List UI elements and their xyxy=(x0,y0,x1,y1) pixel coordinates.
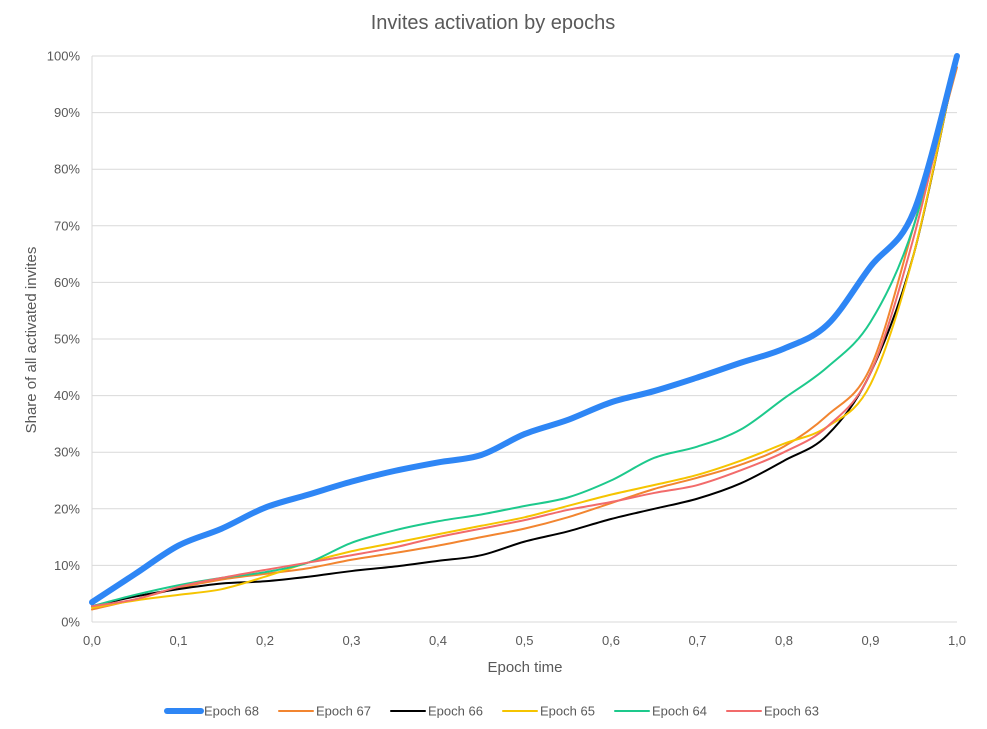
x-tick-label: 0,3 xyxy=(342,633,360,648)
x-tick-label: 0,9 xyxy=(861,633,879,648)
y-tick-label: 30% xyxy=(54,445,80,460)
y-axis-label: Share of all activated invites xyxy=(23,247,40,434)
legend-label: Epoch 63 xyxy=(764,704,819,719)
series-line-epoch-63 xyxy=(91,55,958,608)
legend-label: Epoch 64 xyxy=(652,704,707,719)
legend: Epoch 68 Epoch 67 Epoch 66 Epoch 65 Epoch 64… xyxy=(164,704,819,719)
x-tick-label: 1,0 xyxy=(948,633,966,648)
legend-label: Epoch 66 xyxy=(428,704,483,719)
x-tick-label: 0,8 xyxy=(775,633,793,648)
legend-label: Epoch 67 xyxy=(316,704,371,719)
y-tick-label: 0% xyxy=(61,615,80,630)
x-axis-label: Epoch time xyxy=(487,659,562,676)
y-tick-label: 10% xyxy=(54,558,80,573)
y-tick-label: 20% xyxy=(54,501,80,516)
y-tick-labels: 0% 10% 20% 30% 40% 50% 60% 70% 80% 90% 100% xyxy=(47,49,81,630)
x-tick-label: 0,0 xyxy=(83,633,101,648)
y-tick-label: 80% xyxy=(54,162,80,177)
x-tick-label: 0,1 xyxy=(169,633,187,648)
series-line-epoch-68 xyxy=(89,53,960,606)
series-line-epoch-65 xyxy=(91,55,958,609)
x-tick-label: 0,6 xyxy=(602,633,620,648)
legend-label: Epoch 65 xyxy=(540,704,595,719)
gridlines xyxy=(91,55,957,623)
y-tick-label: 90% xyxy=(54,105,80,120)
y-tick-label: 60% xyxy=(54,275,80,290)
y-tick-label: 40% xyxy=(54,388,80,403)
series-lines xyxy=(89,53,960,611)
y-tick-label: 70% xyxy=(54,218,80,233)
series-line-epoch-64 xyxy=(91,55,958,608)
y-tick-label: 50% xyxy=(54,332,80,347)
chart-title: Invites activation by epochs xyxy=(371,12,616,34)
x-tick-label: 0,4 xyxy=(429,633,447,648)
y-tick-label: 100% xyxy=(47,49,81,64)
x-tick-labels: 0,0 0,1 0,2 0,3 0,4 0,5 0,6 0,7 0,8 0,9 1,0 xyxy=(83,633,966,648)
series-line-epoch-67 xyxy=(91,66,958,611)
x-tick-label: 0,7 xyxy=(688,633,706,648)
legend-label: Epoch 68 xyxy=(204,704,259,719)
x-tick-label: 0,5 xyxy=(515,633,533,648)
x-tick-label: 0,2 xyxy=(256,633,274,648)
series-line-epoch-66 xyxy=(91,55,958,608)
